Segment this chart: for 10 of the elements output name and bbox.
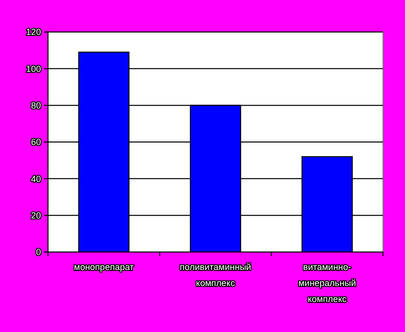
x-tick-label: монопрепарат: [74, 262, 134, 272]
x-tick-label: поливитаминный комплекс: [180, 262, 252, 288]
y-tick-label: 80: [30, 100, 41, 110]
x-tick-label: витаминно-минеральный комплекс: [298, 262, 356, 304]
y-tick-label: 40: [30, 174, 41, 184]
y-tick-label: 20: [30, 210, 41, 220]
y-tick-label: 100: [26, 64, 41, 74]
y-tick-label: 120: [26, 27, 41, 38]
y-tick-label: 60: [30, 137, 41, 148]
y-tick-label: 0: [36, 247, 41, 258]
